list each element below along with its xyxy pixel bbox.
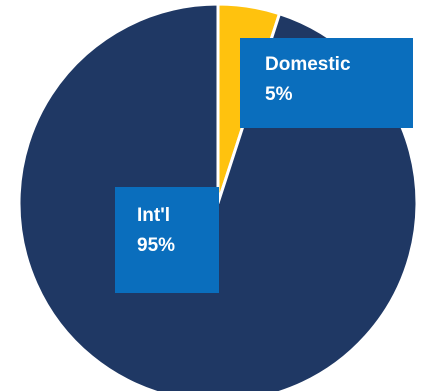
data-label-intl: Int'l 95% [115, 187, 219, 293]
data-label-domestic-percent: 5% [265, 84, 293, 105]
data-label-intl-name: Int'l [137, 205, 171, 226]
data-label-domestic-name: Domestic [265, 54, 351, 75]
data-label-domestic: Domestic 5% [240, 38, 413, 128]
data-label-intl-percent: 95% [137, 235, 176, 256]
